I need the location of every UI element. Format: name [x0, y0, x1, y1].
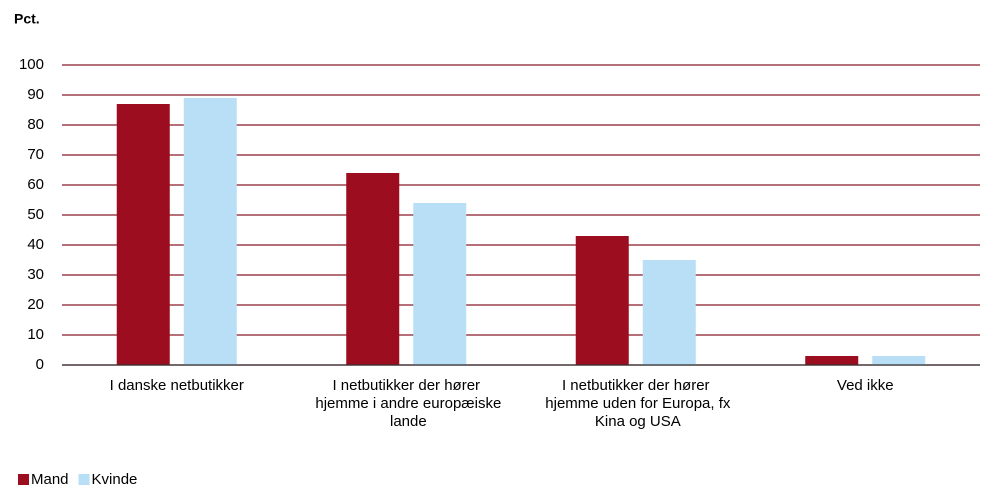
x-tick-label: I netbutikker der hører hjemme uden for … [541, 377, 731, 430]
y-tick-label: 80 [27, 116, 44, 133]
y-tick-label: 20 [27, 296, 44, 313]
x-tick-label: I danske netbutikker [110, 377, 244, 394]
legend-label: Kvinde [92, 471, 138, 488]
y-tick-label: 40 [27, 236, 44, 253]
x-tick-label: Ved ikke [837, 377, 894, 394]
y-tick-label: 100 [19, 56, 44, 73]
bar [413, 203, 467, 365]
x-tick-label: I netbutikker der hører hjemme i andre e… [311, 377, 501, 430]
y-tick-label: 90 [27, 86, 44, 103]
y-tick-label: 60 [27, 176, 44, 193]
y-axis-label: Pct. [14, 11, 40, 27]
legend-swatch [18, 474, 29, 485]
y-tick-label: 70 [27, 146, 44, 163]
bar [116, 104, 170, 365]
legend-swatch [78, 474, 90, 485]
bar [872, 356, 926, 365]
legend-label: Mand [31, 471, 69, 488]
y-tick-label: 10 [27, 326, 44, 343]
y-tick-label: 30 [27, 266, 44, 283]
bar [642, 260, 696, 365]
y-tick-label: 0 [36, 356, 44, 373]
bar [805, 356, 859, 365]
bar [575, 236, 629, 365]
y-tick-label: 50 [27, 206, 44, 223]
bar [183, 98, 237, 365]
bar [346, 173, 400, 365]
